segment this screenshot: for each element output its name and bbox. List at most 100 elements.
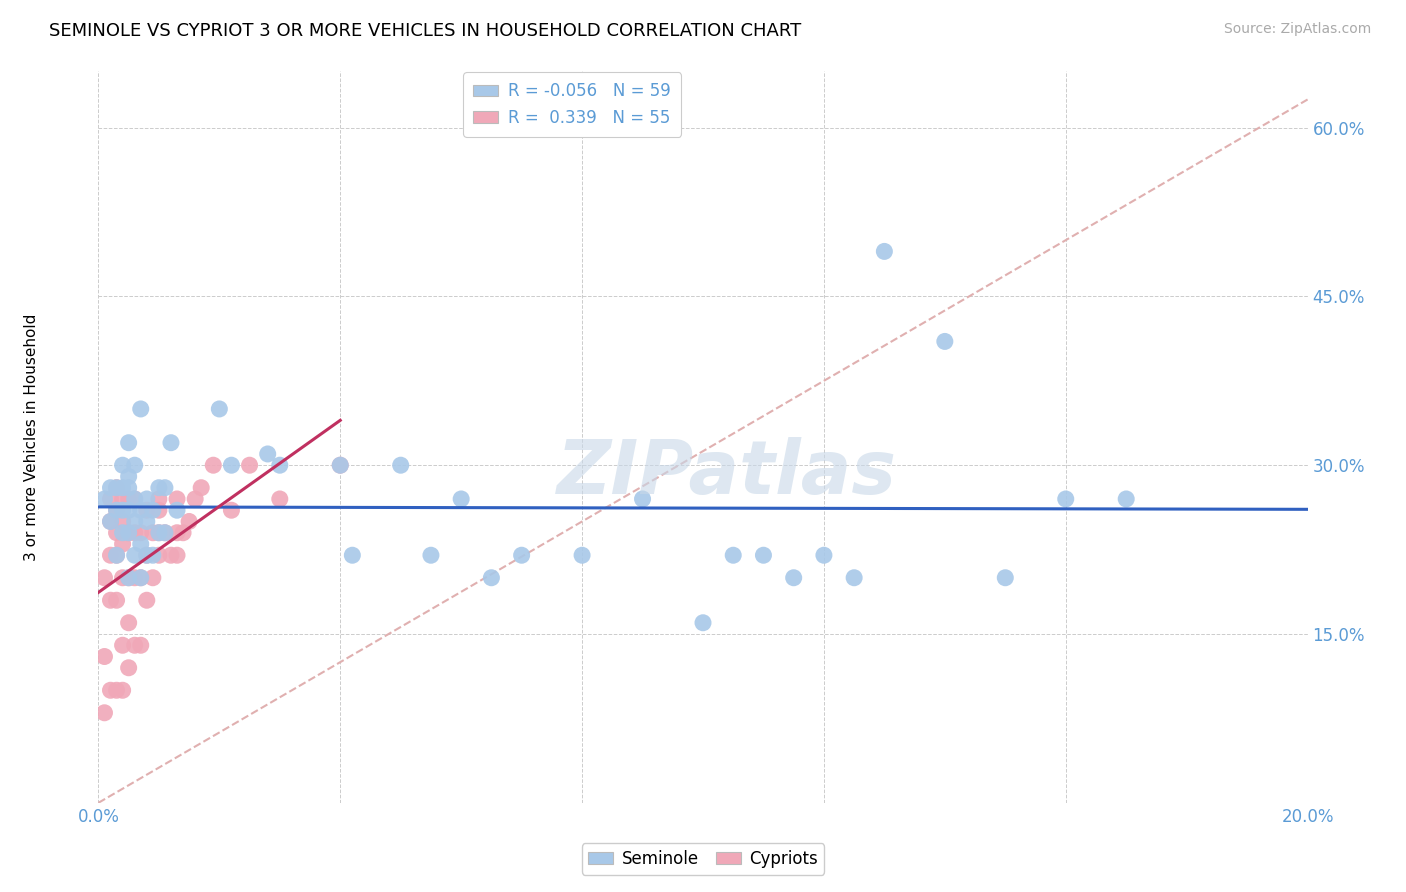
Point bbox=[93, 491, 115, 506]
Point bbox=[420, 548, 443, 562]
Point bbox=[111, 571, 134, 585]
Point bbox=[481, 571, 503, 585]
Point bbox=[93, 571, 115, 585]
Point bbox=[105, 503, 128, 517]
Point bbox=[142, 503, 165, 517]
Point bbox=[111, 491, 134, 506]
Point bbox=[135, 593, 157, 607]
Point bbox=[208, 401, 231, 416]
Point bbox=[118, 481, 141, 495]
Point bbox=[135, 491, 157, 506]
Point bbox=[100, 515, 122, 529]
Point bbox=[105, 548, 128, 562]
Point bbox=[148, 548, 170, 562]
Point bbox=[994, 571, 1017, 585]
Point bbox=[934, 334, 956, 349]
Point bbox=[153, 525, 176, 540]
Point bbox=[1054, 491, 1077, 506]
Point bbox=[723, 548, 745, 562]
Point bbox=[844, 571, 866, 585]
Point bbox=[329, 458, 352, 473]
Point bbox=[153, 525, 176, 540]
Point bbox=[105, 525, 128, 540]
Point bbox=[100, 683, 122, 698]
Point bbox=[111, 515, 134, 529]
Point bbox=[118, 661, 141, 675]
Point bbox=[166, 525, 188, 540]
Point bbox=[118, 525, 141, 540]
Point bbox=[93, 649, 115, 664]
Point bbox=[873, 244, 896, 259]
Point bbox=[142, 525, 165, 540]
Point bbox=[129, 537, 152, 551]
Point bbox=[256, 447, 278, 461]
Point bbox=[111, 683, 134, 698]
Point bbox=[631, 491, 654, 506]
Point bbox=[111, 458, 134, 473]
Point bbox=[124, 458, 146, 473]
Legend: R = -0.056   N = 59, R =  0.339   N = 55: R = -0.056 N = 59, R = 0.339 N = 55 bbox=[464, 72, 681, 136]
Point bbox=[239, 458, 262, 473]
Point bbox=[100, 515, 122, 529]
Point bbox=[752, 548, 775, 562]
Point bbox=[124, 491, 146, 506]
Point bbox=[105, 683, 128, 698]
Point bbox=[129, 401, 152, 416]
Point bbox=[111, 638, 134, 652]
Point bbox=[202, 458, 225, 473]
Point bbox=[142, 548, 165, 562]
Point bbox=[118, 615, 141, 630]
Point bbox=[571, 548, 593, 562]
Point bbox=[269, 458, 291, 473]
Point bbox=[160, 548, 183, 562]
Point bbox=[129, 503, 152, 517]
Point bbox=[269, 491, 291, 506]
Point bbox=[118, 435, 141, 450]
Point bbox=[129, 525, 152, 540]
Point bbox=[783, 571, 806, 585]
Point bbox=[135, 515, 157, 529]
Point bbox=[111, 503, 134, 517]
Point bbox=[342, 548, 364, 562]
Legend: Seminole, Cypriots: Seminole, Cypriots bbox=[582, 844, 824, 875]
Point bbox=[93, 706, 115, 720]
Text: Source: ZipAtlas.com: Source: ZipAtlas.com bbox=[1223, 22, 1371, 37]
Point bbox=[129, 571, 152, 585]
Point bbox=[100, 548, 122, 562]
Point bbox=[389, 458, 412, 473]
Point bbox=[129, 571, 152, 585]
Point bbox=[135, 548, 157, 562]
Text: ZIPatlas: ZIPatlas bbox=[557, 437, 897, 510]
Point bbox=[184, 491, 207, 506]
Point bbox=[148, 525, 170, 540]
Point bbox=[148, 503, 170, 517]
Point bbox=[111, 537, 134, 551]
Point bbox=[118, 503, 141, 517]
Point bbox=[813, 548, 835, 562]
Point bbox=[105, 548, 128, 562]
Point bbox=[148, 481, 170, 495]
Point bbox=[118, 571, 141, 585]
Point bbox=[129, 638, 152, 652]
Point bbox=[105, 593, 128, 607]
Point bbox=[692, 615, 714, 630]
Point bbox=[329, 458, 352, 473]
Point bbox=[124, 525, 146, 540]
Point bbox=[124, 548, 146, 562]
Point bbox=[124, 638, 146, 652]
Point bbox=[221, 503, 243, 517]
Point bbox=[118, 469, 141, 483]
Point bbox=[142, 571, 165, 585]
Point bbox=[148, 491, 170, 506]
Point bbox=[105, 481, 128, 495]
Point bbox=[450, 491, 472, 506]
Point bbox=[166, 503, 188, 517]
Point bbox=[135, 503, 157, 517]
Point bbox=[172, 525, 194, 540]
Point bbox=[124, 491, 146, 506]
Point bbox=[148, 525, 170, 540]
Point bbox=[166, 548, 188, 562]
Point bbox=[124, 515, 146, 529]
Point bbox=[111, 525, 134, 540]
Point bbox=[179, 515, 201, 529]
